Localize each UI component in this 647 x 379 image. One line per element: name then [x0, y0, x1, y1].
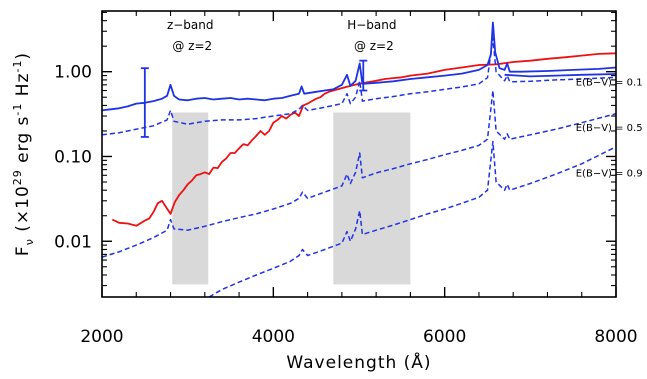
band-sublabel-0: @ z=2 — [172, 39, 212, 53]
series-label-4: E(B−V) = 0.5 — [576, 123, 643, 134]
band-label-1: H−band — [347, 18, 396, 32]
y-title-suffix: ) — [13, 52, 33, 60]
series-label-3: E(B−V) = 0.1 — [576, 77, 643, 88]
x-tick-label-1: 4000 — [252, 327, 295, 347]
y-tick-label-1: 0.10 — [54, 147, 92, 167]
bands-layer — [172, 113, 410, 285]
band-label-0: z−band — [167, 18, 214, 32]
y-title-mid: (×10 — [13, 185, 33, 238]
series-line-5 — [209, 142, 616, 298]
y-title-exp2: -1 — [11, 103, 24, 116]
series-line-1 — [102, 23, 616, 111]
x-tick-label-3: 8000 — [594, 327, 637, 347]
x-tick-label-2: 6000 — [423, 327, 466, 347]
x-tick-label-0: 2000 — [80, 327, 123, 347]
y-tick-label-0: 0.01 — [54, 232, 92, 252]
x-axis-title: Wavelength (Å) — [286, 351, 431, 373]
band-sublabel-1: @ z=2 — [354, 39, 394, 53]
y-title-subscript: ν — [23, 238, 36, 245]
y-title-prefix: F — [13, 245, 33, 256]
band-1 — [333, 113, 410, 285]
y-title-exp3: -1 — [11, 60, 24, 73]
y-axis-title: Fν (×1029 erg s-1 Hz-1) — [11, 52, 36, 256]
y-title-exp1: 29 — [11, 169, 24, 185]
series-line-2 — [505, 74, 616, 76]
y-title-unit2: Hz — [13, 73, 33, 103]
series-label-5: E(B−V) = 0.9 — [576, 169, 643, 180]
y-title-unit1: erg s — [13, 116, 33, 170]
y-tick-label-2: 1.00 — [54, 63, 92, 83]
